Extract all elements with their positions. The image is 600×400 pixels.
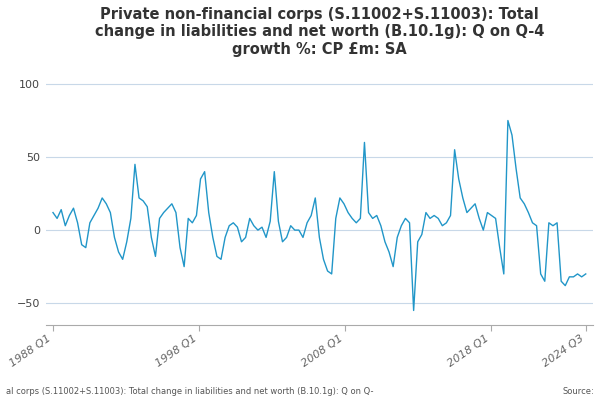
Title: Private non-financial corps (S.11002+S.11003): Total
change in liabilities and n: Private non-financial corps (S.11002+S.1… [95,7,544,57]
Text: al corps (S.11002+S.11003): Total change in liabilities and net worth (B.10.1g):: al corps (S.11002+S.11003): Total change… [6,387,373,396]
Text: Source:: Source: [562,387,594,396]
